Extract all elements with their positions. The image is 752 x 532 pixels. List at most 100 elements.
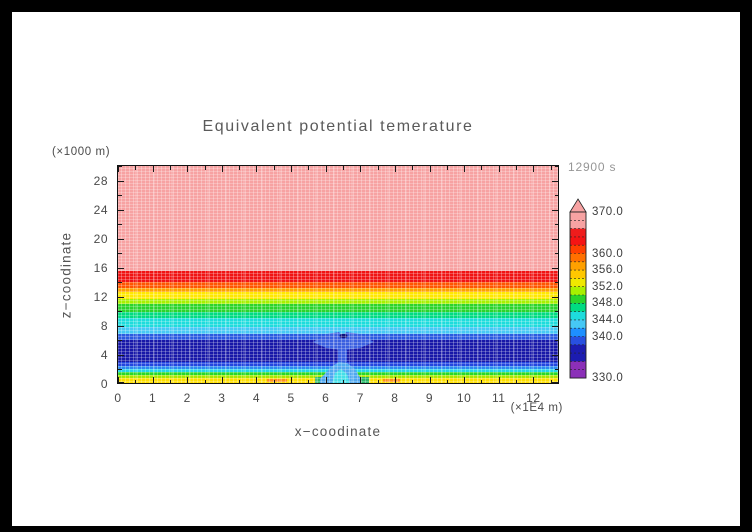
axis-tick	[118, 340, 122, 342]
contour-band	[117, 165, 559, 271]
colorbar-overflow-triangle	[569, 198, 587, 213]
y-tick-label: 4	[100, 347, 108, 362]
y-tick-label: 8	[100, 318, 108, 333]
axis-tick	[377, 166, 379, 170]
axis-tick	[273, 166, 275, 170]
x-tick-label: 6	[322, 391, 330, 405]
colorbar-cell	[570, 344, 586, 354]
x-tick-label: 4	[252, 391, 261, 405]
axis-tick	[412, 166, 414, 170]
axis-tick	[239, 166, 241, 170]
x-tick-label: 0	[114, 391, 122, 405]
axis-tick	[118, 238, 124, 240]
colorbar-cell	[570, 220, 586, 230]
axis-tick	[239, 379, 241, 383]
colorbar-value-label: 352.0	[592, 280, 624, 293]
axis-tick	[204, 379, 206, 383]
axis-tick	[550, 379, 552, 383]
plot-canvas: Equivalent potential temerature (×1000 m…	[12, 12, 740, 526]
axis-tick	[552, 209, 558, 211]
axis-tick	[554, 166, 558, 168]
colorbar-cell	[570, 245, 586, 254]
axis-tick	[256, 166, 258, 172]
axis-tick	[152, 166, 154, 172]
axis-tick	[118, 180, 124, 182]
axis-tick	[481, 166, 483, 170]
colorbar	[569, 198, 587, 380]
axis-tick	[118, 267, 124, 269]
colorbar-cell	[570, 319, 586, 329]
x-axis-title: x−coodinate	[294, 424, 382, 439]
axis-tick	[187, 166, 189, 172]
axis-tick	[552, 296, 558, 298]
contour-band	[117, 304, 559, 313]
axis-tick	[118, 282, 122, 284]
x-tick-label: 10	[456, 391, 472, 405]
colorbar-cell	[570, 369, 586, 379]
y-tick-label: 16	[93, 260, 108, 275]
y-tick-label: 24	[93, 202, 108, 217]
colorbar-value-label: 330.0	[592, 372, 624, 384]
axis-tick	[446, 166, 448, 170]
contour-band	[117, 326, 559, 334]
contour-band	[117, 318, 559, 327]
axis-tick	[516, 166, 518, 170]
colorbar-value-label: 344.0	[592, 313, 624, 326]
y-tick-label: 28	[93, 173, 108, 188]
plume-core	[332, 369, 350, 384]
axis-tick	[360, 377, 362, 383]
colorbar-outline	[569, 211, 587, 379]
axis-tick	[394, 377, 396, 383]
contour-band	[117, 287, 559, 292]
axis-tick	[516, 379, 518, 383]
chart-title: Equivalent potential temerature	[202, 118, 474, 135]
axis-tick	[118, 382, 124, 383]
surface-warm-streak	[383, 379, 400, 382]
axis-tick	[118, 325, 124, 327]
x-tick-label: 8	[391, 391, 399, 405]
axis-tick	[118, 354, 124, 356]
axis-tick	[429, 377, 431, 383]
colorbar-value-label: 356.0	[592, 264, 624, 277]
colorbar-cell	[570, 303, 586, 313]
x-axis-unit-label: (×1E4 m)	[510, 402, 563, 414]
y-axis-title: z−coodinate	[58, 231, 74, 319]
axis-tick	[118, 311, 122, 313]
axis-tick	[552, 354, 558, 356]
contour-band	[117, 299, 559, 305]
surface-warm-streak	[267, 379, 287, 382]
colorbar-cell	[570, 270, 586, 279]
axis-tick	[464, 377, 466, 383]
axis-tick	[118, 166, 122, 168]
axis-tick	[554, 195, 558, 197]
axis-tick	[342, 379, 344, 383]
axis-tick	[552, 238, 558, 240]
x-tick-label: 5	[287, 391, 295, 405]
axis-tick	[135, 166, 137, 170]
axis-tick	[118, 166, 119, 172]
colorbar-value-label: 360.0	[592, 247, 624, 260]
anvil-dark-eye	[339, 333, 348, 339]
contour-band	[117, 291, 559, 300]
axis-tick	[169, 166, 171, 170]
x-tick-label: 1	[149, 391, 157, 405]
axis-tick	[446, 379, 448, 383]
x-tick-label: 3	[218, 391, 226, 405]
axis-tick	[552, 180, 558, 182]
y-axis-unit-label: (×1000 m)	[52, 146, 111, 158]
colorbar-value-label: 348.0	[592, 297, 624, 310]
y-tick-label: 20	[93, 231, 108, 246]
colorbar-cell	[570, 236, 586, 246]
axis-tick	[273, 379, 275, 383]
colorbar-cell	[570, 311, 586, 321]
axis-tick	[464, 166, 466, 172]
x-tick-label: 9	[425, 391, 434, 405]
x-tick-label: 7	[356, 391, 364, 405]
colorbar-cell	[570, 328, 586, 337]
axis-tick	[118, 209, 124, 211]
colorbar-cell	[570, 336, 586, 346]
axis-tick	[187, 377, 189, 383]
axis-tick	[554, 369, 558, 371]
axis-tick	[360, 166, 362, 172]
axis-tick	[118, 369, 122, 371]
